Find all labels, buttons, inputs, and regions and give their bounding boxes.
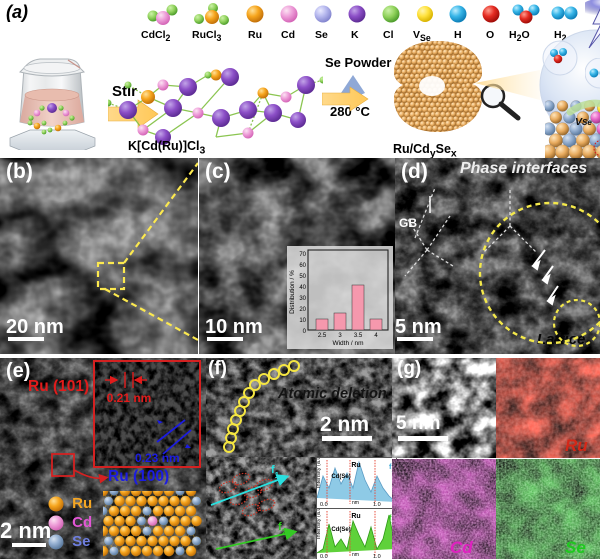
svg-text:Distribution / %: Distribution / % xyxy=(289,270,296,314)
svg-text:40: 40 xyxy=(299,285,306,291)
svg-text:Width / nm: Width / nm xyxy=(332,340,363,347)
svg-text:4: 4 xyxy=(374,333,378,339)
svg-text:10: 10 xyxy=(299,318,306,324)
svg-text:nm: nm xyxy=(352,552,359,558)
svg-text:Intensity (a.u.): Intensity (a.u.) xyxy=(317,509,322,539)
svg-text:30: 30 xyxy=(299,296,306,302)
svg-text:60: 60 xyxy=(299,263,306,269)
svg-text:0.21 nm: 0.21 nm xyxy=(107,391,152,405)
svg-text:3.5: 3.5 xyxy=(354,333,363,339)
svg-text:0.23 nm: 0.23 nm xyxy=(135,451,180,465)
svg-text:50: 50 xyxy=(299,274,306,280)
svg-text:Ru: Ru xyxy=(351,513,360,520)
svg-text:Intensity (a.u.): Intensity (a.u.) xyxy=(317,458,322,488)
svg-text:2.5: 2.5 xyxy=(318,333,327,339)
svg-text:Cd(Se): Cd(Se) xyxy=(331,527,350,533)
svg-text:Ru: Ru xyxy=(351,462,360,469)
svg-text:Cd(Se): Cd(Se) xyxy=(331,474,350,480)
svg-text:0.0: 0.0 xyxy=(320,554,328,559)
svg-text:nm: nm xyxy=(352,500,359,506)
svg-text:3: 3 xyxy=(338,333,342,339)
svg-text:1.0: 1.0 xyxy=(373,554,381,559)
svg-text:70: 70 xyxy=(299,252,306,258)
svg-text:f2: f2 xyxy=(278,521,287,537)
svg-text:f1: f1 xyxy=(271,464,280,480)
svg-text:20: 20 xyxy=(299,307,306,313)
svg-text:0: 0 xyxy=(303,329,307,335)
